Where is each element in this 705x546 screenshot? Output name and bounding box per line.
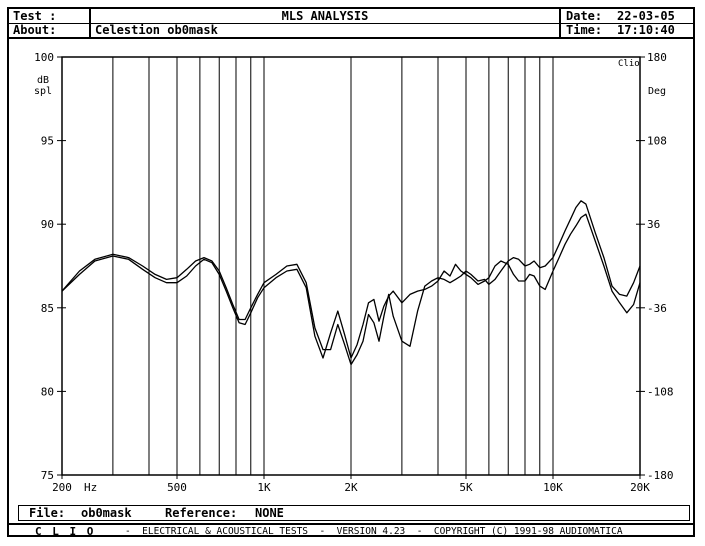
file-label: File: [29, 506, 66, 520]
time-label: Time: [566, 23, 603, 37]
date-value: 22-03-05 [617, 9, 675, 23]
time-value: 17:10:40 [617, 23, 675, 37]
about-value: Celestion ob0mask [95, 23, 218, 37]
reference-label: Reference: [165, 506, 238, 520]
about-label: About: [13, 23, 57, 37]
clio-window: Test : MLS ANALYSIS About: Celestion ob0… [7, 7, 695, 538]
date-label: Date: [566, 9, 603, 23]
file-info-box: File: ob0mask Reference: NONE [18, 505, 690, 521]
header-center-panel [89, 9, 561, 37]
analysis-title: MLS ANALYSIS [281, 9, 369, 23]
reference-value: NONE [255, 506, 284, 520]
brand-label: C L I O [35, 525, 96, 538]
test-label: Test : [13, 9, 57, 23]
version-info: - ELECTRICAL & ACOUSTICAL TESTS - VERSIO… [125, 526, 623, 537]
header-divider [9, 23, 693, 24]
status-bar: C L I O - ELECTRICAL & ACOUSTICAL TESTS … [9, 523, 693, 538]
file-value: ob0mask [81, 506, 132, 520]
header-panel: Test : MLS ANALYSIS About: Celestion ob0… [9, 9, 693, 39]
